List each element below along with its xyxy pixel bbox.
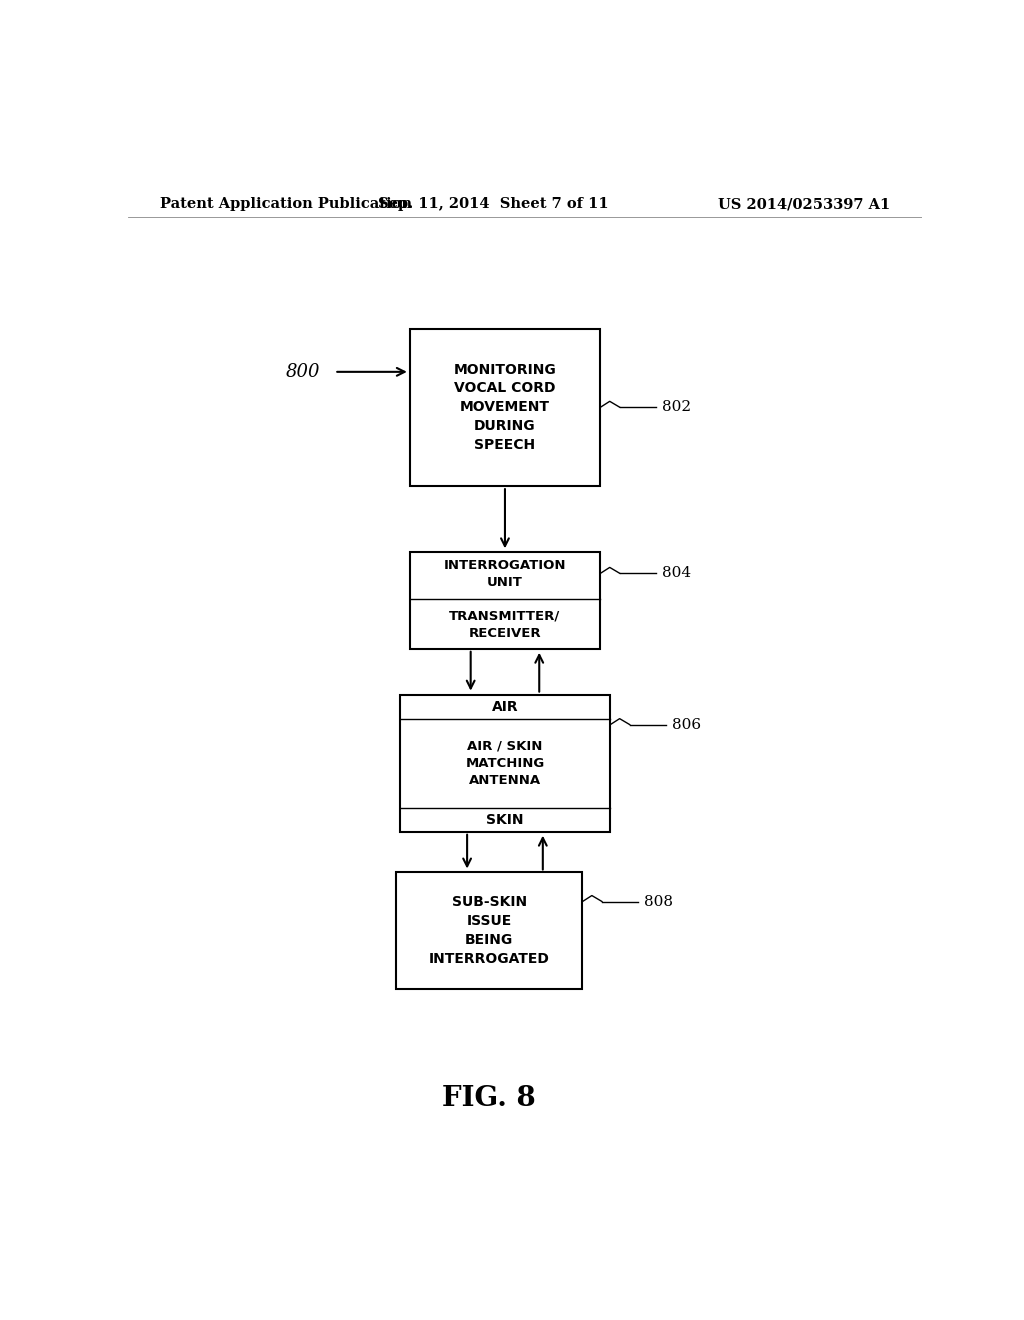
Bar: [410, 552, 600, 649]
Text: Patent Application Publication: Patent Application Publication: [160, 197, 412, 211]
Text: 804: 804: [663, 566, 691, 581]
Text: Sep. 11, 2014  Sheet 7 of 11: Sep. 11, 2014 Sheet 7 of 11: [378, 197, 608, 211]
Text: MONITORING
VOCAL CORD
MOVEMENT
DURING
SPEECH: MONITORING VOCAL CORD MOVEMENT DURING SP…: [454, 363, 556, 453]
Bar: [399, 694, 610, 832]
Text: 806: 806: [672, 718, 701, 731]
Text: 808: 808: [644, 895, 673, 908]
Text: 800: 800: [286, 363, 319, 381]
Text: TRANSMITTER/
RECEIVER: TRANSMITTER/ RECEIVER: [450, 610, 560, 640]
Text: US 2014/0253397 A1: US 2014/0253397 A1: [718, 197, 890, 211]
Text: FIG. 8: FIG. 8: [442, 1085, 536, 1111]
Text: AIR / SKIN
MATCHING
ANTENNA: AIR / SKIN MATCHING ANTENNA: [465, 739, 545, 787]
Bar: [396, 873, 583, 989]
Text: INTERROGATION
UNIT: INTERROGATION UNIT: [443, 560, 566, 590]
Text: AIR: AIR: [492, 700, 518, 714]
Text: 802: 802: [663, 400, 691, 414]
Bar: [410, 329, 600, 486]
Text: SUB-SKIN
ISSUE
BEING
INTERROGATED: SUB-SKIN ISSUE BEING INTERROGATED: [429, 895, 550, 966]
Text: SKIN: SKIN: [486, 813, 523, 826]
